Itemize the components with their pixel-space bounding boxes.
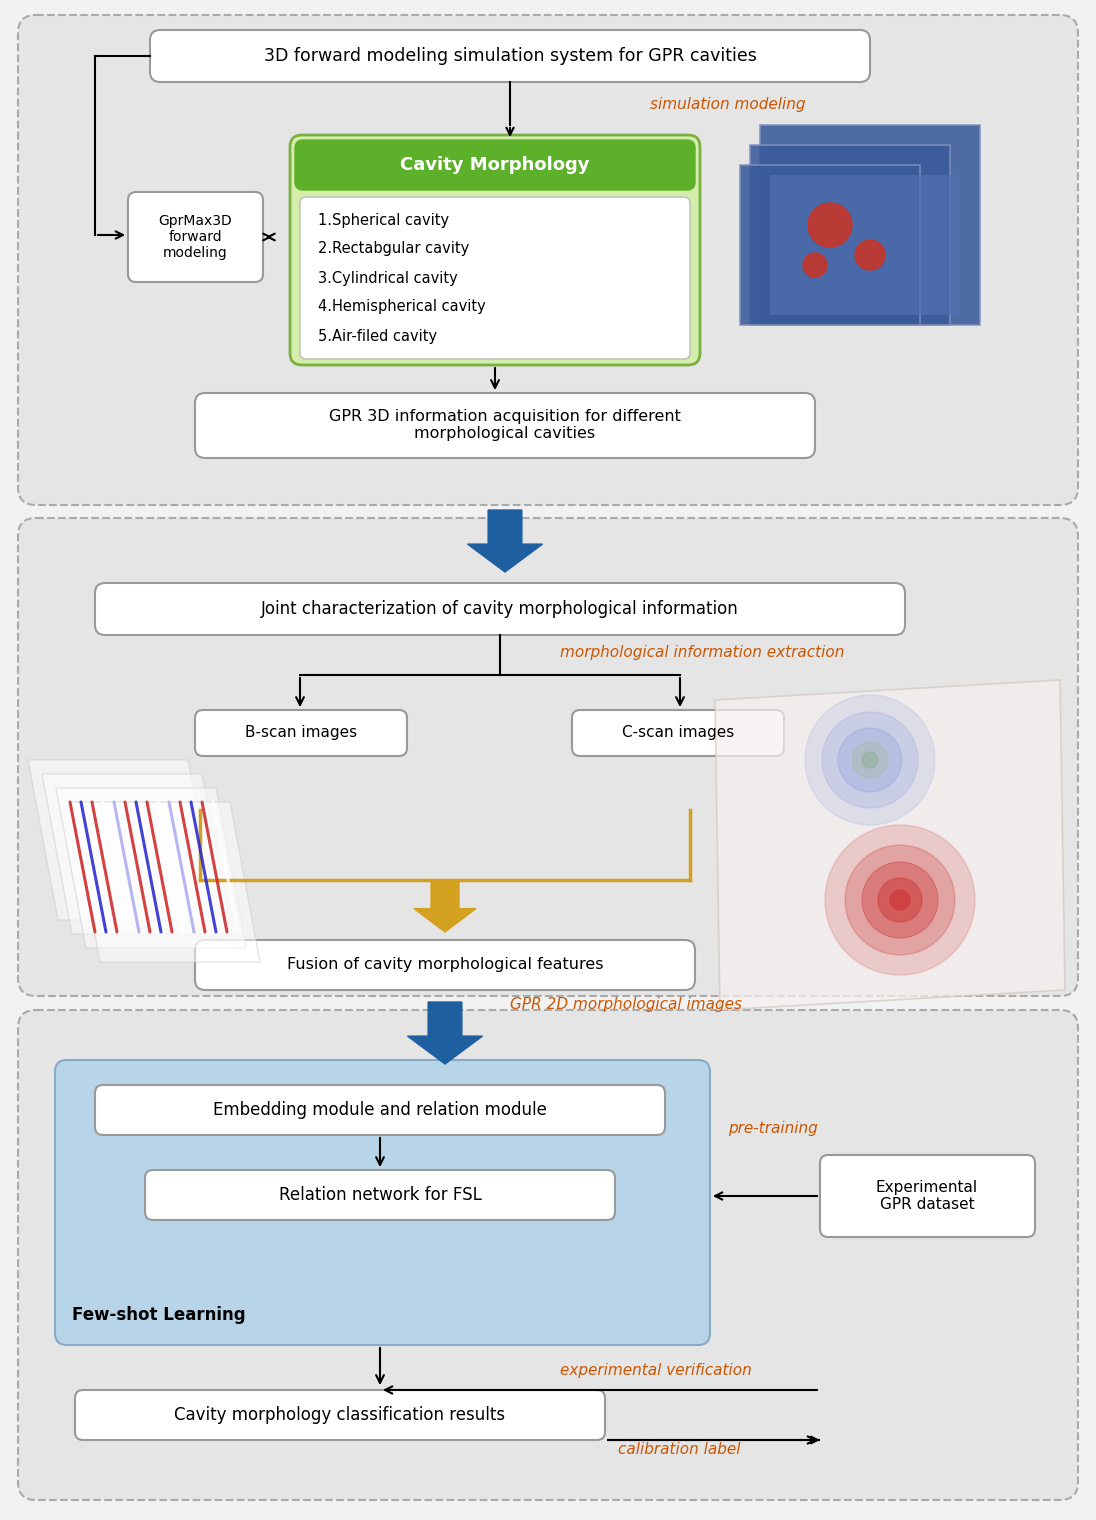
Text: Cavity Morphology: Cavity Morphology [400, 157, 590, 173]
Circle shape [878, 879, 922, 923]
Circle shape [838, 728, 902, 792]
Polygon shape [414, 880, 476, 932]
Text: simulation modeling: simulation modeling [650, 97, 806, 112]
Text: Experimental
GPR dataset: Experimental GPR dataset [876, 1180, 978, 1213]
Polygon shape [42, 774, 232, 933]
Text: 3D forward modeling simulation system for GPR cavities: 3D forward modeling simulation system fo… [263, 47, 756, 65]
Text: Few-shot Learning: Few-shot Learning [72, 1306, 246, 1324]
Polygon shape [408, 1002, 482, 1064]
Text: GprMax3D
forward
modeling: GprMax3D forward modeling [158, 214, 232, 260]
Text: Fusion of cavity morphological features: Fusion of cavity morphological features [287, 958, 603, 973]
Circle shape [890, 891, 910, 910]
FancyBboxPatch shape [572, 710, 784, 755]
Circle shape [855, 240, 884, 271]
FancyBboxPatch shape [295, 140, 695, 190]
Text: 5.Air-filed cavity: 5.Air-filed cavity [318, 328, 437, 344]
Circle shape [825, 825, 975, 974]
FancyBboxPatch shape [18, 1009, 1078, 1500]
Circle shape [808, 204, 852, 246]
FancyBboxPatch shape [95, 1085, 665, 1135]
Circle shape [861, 862, 938, 938]
FancyBboxPatch shape [820, 1155, 1035, 1237]
Text: B-scan images: B-scan images [244, 725, 357, 740]
FancyBboxPatch shape [18, 518, 1078, 996]
FancyBboxPatch shape [195, 710, 407, 755]
FancyBboxPatch shape [18, 15, 1078, 505]
FancyBboxPatch shape [75, 1389, 605, 1439]
Text: GPR 2D morphological images: GPR 2D morphological images [510, 997, 742, 1012]
Bar [740, 166, 920, 325]
Text: 3.Cylindrical cavity: 3.Cylindrical cavity [318, 271, 458, 286]
FancyBboxPatch shape [55, 1059, 710, 1345]
Circle shape [861, 752, 878, 768]
Circle shape [852, 742, 888, 778]
Polygon shape [56, 787, 246, 948]
Text: 4.Hemispherical cavity: 4.Hemispherical cavity [318, 299, 486, 315]
FancyBboxPatch shape [195, 939, 695, 990]
Text: Joint characterization of cavity morphological information: Joint characterization of cavity morphol… [261, 600, 739, 619]
Text: pre-training: pre-training [728, 1120, 818, 1135]
FancyBboxPatch shape [95, 584, 905, 635]
Text: experimental verification: experimental verification [560, 1362, 752, 1377]
Polygon shape [28, 760, 218, 920]
Bar [760, 125, 980, 325]
Circle shape [804, 695, 935, 825]
Polygon shape [468, 511, 543, 572]
Circle shape [822, 711, 918, 809]
FancyBboxPatch shape [195, 394, 815, 458]
Bar [750, 144, 950, 325]
Polygon shape [70, 803, 260, 962]
FancyBboxPatch shape [150, 30, 870, 82]
Bar [770, 175, 960, 315]
Text: morphological information extraction: morphological information extraction [560, 646, 844, 661]
Text: 2.Rectabgular cavity: 2.Rectabgular cavity [318, 242, 469, 257]
Text: Cavity morphology classification results: Cavity morphology classification results [174, 1406, 505, 1424]
Text: C-scan images: C-scan images [621, 725, 734, 740]
Text: Embedding module and relation module: Embedding module and relation module [213, 1100, 547, 1119]
Circle shape [803, 252, 827, 277]
Text: GPR 3D information acquisition for different
morphological cavities: GPR 3D information acquisition for diffe… [329, 409, 681, 441]
FancyBboxPatch shape [300, 198, 690, 359]
FancyBboxPatch shape [290, 135, 700, 365]
FancyBboxPatch shape [145, 1170, 615, 1221]
Circle shape [845, 845, 955, 955]
FancyBboxPatch shape [128, 192, 263, 283]
Polygon shape [715, 679, 1065, 1009]
Text: 1.Spherical cavity: 1.Spherical cavity [318, 213, 449, 228]
Text: calibration label: calibration label [618, 1442, 741, 1458]
Text: Relation network for FSL: Relation network for FSL [278, 1186, 481, 1204]
